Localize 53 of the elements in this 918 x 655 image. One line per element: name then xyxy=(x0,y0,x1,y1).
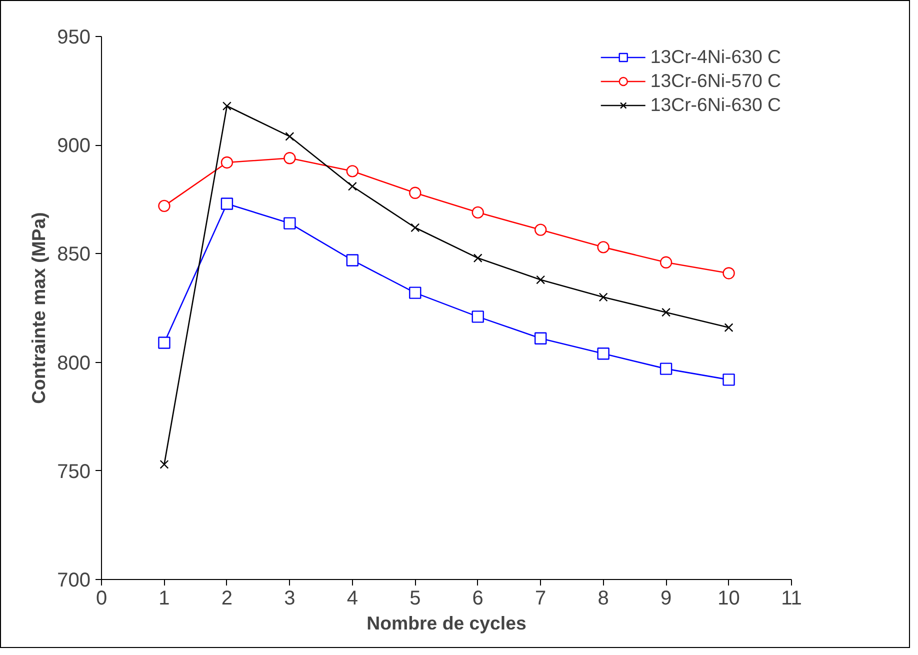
point xyxy=(722,374,735,386)
x-tick-label: 3 xyxy=(284,588,296,610)
x-tick-label: 9 xyxy=(660,588,672,610)
point xyxy=(660,362,672,375)
point xyxy=(722,267,735,280)
x-tick-label: 6 xyxy=(472,588,484,610)
point xyxy=(597,241,610,254)
x-tick-label: 2 xyxy=(221,588,233,610)
point xyxy=(158,200,170,212)
point xyxy=(158,336,170,349)
point xyxy=(284,217,296,230)
point xyxy=(409,186,422,199)
point xyxy=(160,460,169,469)
legend-label: 13Cr-6Ni-630 C xyxy=(650,94,781,116)
point xyxy=(597,348,610,360)
point xyxy=(409,286,422,299)
x-tick-label: 10 xyxy=(718,588,740,610)
point xyxy=(472,310,484,323)
point xyxy=(660,256,672,268)
y-tick-label: 950 xyxy=(57,26,91,48)
point xyxy=(220,198,234,210)
point xyxy=(724,323,734,332)
y-tick-label: 850 xyxy=(57,244,91,266)
y-tick-label: 800 xyxy=(57,352,91,374)
x-tick-label: 5 xyxy=(410,588,421,610)
point xyxy=(346,165,359,178)
x-tick-label: 4 xyxy=(346,588,358,610)
point xyxy=(598,292,608,302)
x-tick-label: 7 xyxy=(535,588,546,610)
x-tick-label: 1 xyxy=(158,588,170,610)
point xyxy=(472,206,484,219)
point xyxy=(534,332,547,345)
y-axis-title: Contrainte max (MPa) xyxy=(28,212,50,404)
y-tick-label: 900 xyxy=(57,135,91,158)
y-tick-label: 700 xyxy=(57,570,91,592)
point xyxy=(285,132,294,141)
legend-label: 13Cr-4Ni-630 C xyxy=(650,46,781,68)
point xyxy=(410,223,420,232)
point xyxy=(222,102,232,110)
point xyxy=(662,308,671,317)
x-tick-label: 11 xyxy=(781,588,802,610)
point xyxy=(536,275,546,284)
x-tick-label: 0 xyxy=(96,588,108,610)
point xyxy=(220,156,234,169)
x-axis-title: Nombre de cycles xyxy=(366,612,526,634)
y-tick-label: 750 xyxy=(57,460,91,483)
point xyxy=(348,182,357,191)
point xyxy=(534,224,547,236)
legend-label: 13Cr-6Ni-570 C xyxy=(650,70,781,92)
point xyxy=(473,254,482,263)
point xyxy=(284,152,296,164)
x-tick-label: 8 xyxy=(598,588,609,610)
point xyxy=(346,254,359,266)
